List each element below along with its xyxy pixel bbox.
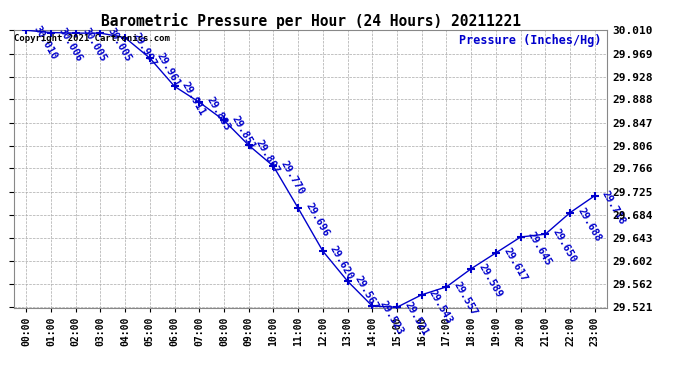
Text: 29.567: 29.567 bbox=[353, 274, 380, 312]
Text: 29.543: 29.543 bbox=[427, 288, 455, 326]
Text: Copyright 2021 Cartronics.com: Copyright 2021 Cartronics.com bbox=[14, 34, 170, 43]
Text: 29.688: 29.688 bbox=[575, 206, 603, 243]
Text: 29.911: 29.911 bbox=[179, 80, 207, 117]
Text: 29.807: 29.807 bbox=[254, 138, 282, 176]
Text: 29.521: 29.521 bbox=[402, 300, 430, 338]
Text: 30.010: 30.010 bbox=[31, 24, 59, 61]
Text: 29.961: 29.961 bbox=[155, 51, 182, 89]
Text: 29.620: 29.620 bbox=[328, 244, 355, 282]
Text: 29.883: 29.883 bbox=[204, 95, 232, 133]
Text: 30.005: 30.005 bbox=[81, 26, 108, 64]
Text: 29.645: 29.645 bbox=[526, 230, 553, 268]
Text: 29.770: 29.770 bbox=[279, 159, 306, 197]
Text: 29.557: 29.557 bbox=[452, 280, 479, 318]
Text: 30.006: 30.006 bbox=[56, 26, 83, 63]
Text: 30.005: 30.005 bbox=[106, 26, 133, 64]
Text: 29.851: 29.851 bbox=[229, 114, 257, 151]
Text: Pressure (Inches/Hg): Pressure (Inches/Hg) bbox=[459, 34, 601, 47]
Text: 29.696: 29.696 bbox=[304, 201, 331, 239]
Text: 29.523: 29.523 bbox=[377, 299, 405, 337]
Text: 29.650: 29.650 bbox=[551, 227, 578, 265]
Text: 29.718: 29.718 bbox=[600, 189, 627, 226]
Text: 29.617: 29.617 bbox=[501, 246, 529, 284]
Text: 29.589: 29.589 bbox=[476, 262, 504, 299]
Title: Barometric Pressure per Hour (24 Hours) 20211221: Barometric Pressure per Hour (24 Hours) … bbox=[101, 13, 520, 29]
Text: 29.997: 29.997 bbox=[130, 31, 158, 68]
